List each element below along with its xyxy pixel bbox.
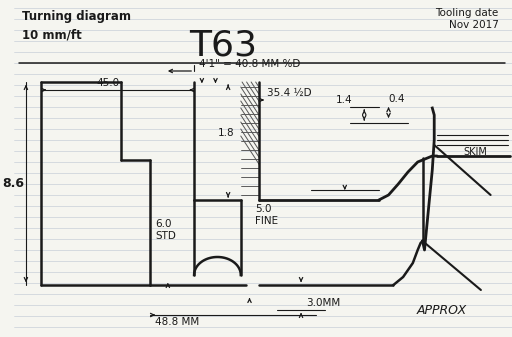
- Text: APPROX: APPROX: [417, 304, 467, 316]
- Text: 3.0MM: 3.0MM: [306, 298, 340, 307]
- Text: SKIM: SKIM: [463, 147, 487, 157]
- Text: 48.8 MM: 48.8 MM: [155, 317, 200, 327]
- Text: 45.0: 45.0: [96, 78, 120, 88]
- Text: 35.4 ½D: 35.4 ½D: [267, 88, 312, 98]
- Text: 1.8: 1.8: [218, 128, 234, 138]
- Text: Tooling date
Nov 2017: Tooling date Nov 2017: [435, 8, 498, 30]
- Text: 10 mm/ft: 10 mm/ft: [22, 28, 82, 41]
- Text: 1.4: 1.4: [336, 95, 353, 105]
- Text: Turning diagram: Turning diagram: [22, 10, 131, 23]
- Text: 8.6: 8.6: [2, 177, 24, 190]
- Text: 6.0
STD: 6.0 STD: [155, 219, 176, 241]
- Text: 5.0
FINE: 5.0 FINE: [255, 204, 279, 226]
- Text: 0.4: 0.4: [389, 94, 405, 104]
- Text: 4'1" = 40.8 MM %D: 4'1" = 40.8 MM %D: [199, 59, 301, 69]
- Text: T63: T63: [189, 28, 257, 62]
